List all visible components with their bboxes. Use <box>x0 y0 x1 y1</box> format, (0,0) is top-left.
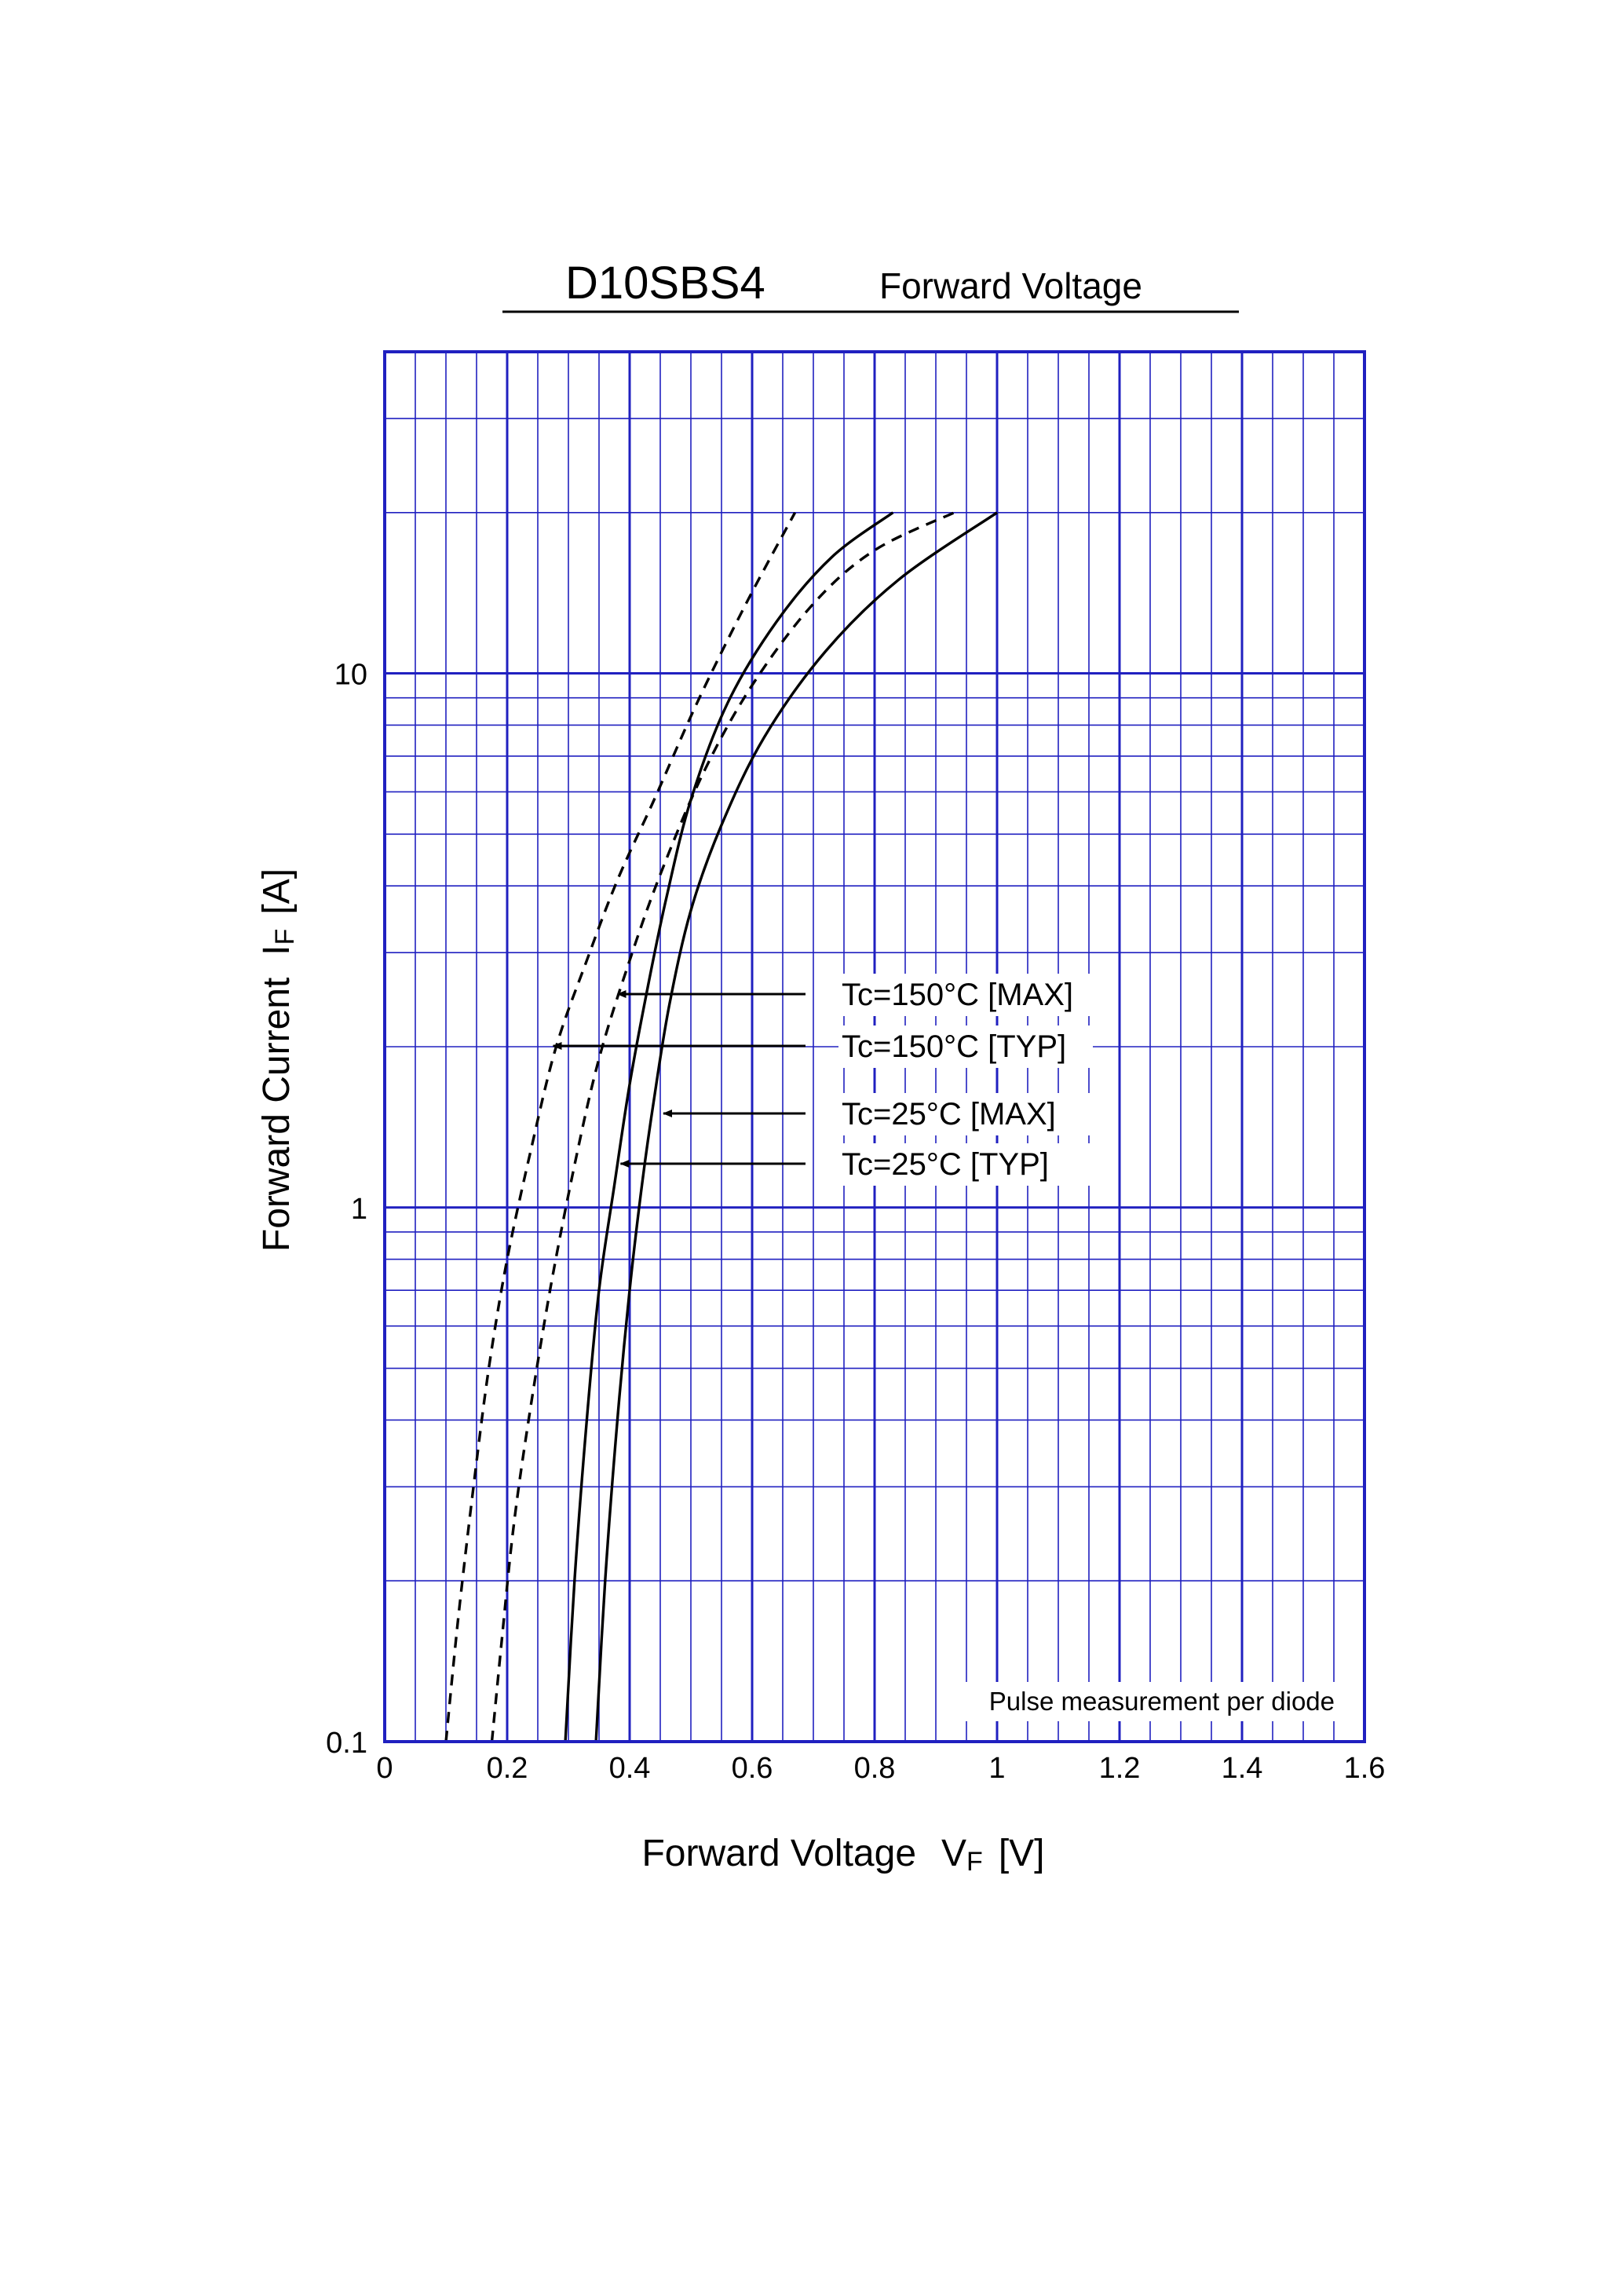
tick-labels: 0 0.2 0.4 0.6 0.8 1 1.2 1.4 1.6 0.1 1 10 <box>326 659 1385 1785</box>
x-tick-label: 0.4 <box>609 1752 651 1785</box>
pulse-measurement-note: Pulse measurement per diode <box>989 1687 1335 1716</box>
legend-label-background <box>838 974 1093 1016</box>
series-line-4 <box>564 511 894 1742</box>
legend-label: Tc=25°C [TYP] <box>842 1147 1049 1182</box>
legend-label-background <box>838 1026 1093 1068</box>
legend-label-background <box>838 1143 1093 1186</box>
series-line-1 <box>490 511 955 1742</box>
series-line-3 <box>594 511 998 1742</box>
series-line-2 <box>444 511 797 1742</box>
x-tick-label: 0.2 <box>487 1752 528 1785</box>
legend: Tc=150°C [MAX] Tc=150°C [TYP] Tc=25°C [MAX… <box>552 974 1093 1186</box>
x-tick-label: 0.6 <box>732 1752 773 1785</box>
y-axis-title: Forward CurrentIF[A] <box>256 868 300 1252</box>
y-tick-label: 0.1 <box>326 1727 367 1760</box>
x-axis-title: Forward Voltage VF [V] <box>641 1833 1044 1877</box>
y-tick-label: 10 <box>334 659 367 692</box>
legend-label-background <box>838 1093 1093 1135</box>
series-curves <box>444 511 998 1742</box>
plot-frame <box>383 350 1366 1743</box>
x-tick-label: 0.8 <box>854 1752 896 1785</box>
legend-label: Tc=150°C [TYP] <box>842 1029 1066 1064</box>
x-tick-label: 1 <box>988 1752 1005 1785</box>
x-tick-label: 1.2 <box>1099 1752 1141 1785</box>
x-tick-label: 1.4 <box>1222 1752 1263 1785</box>
legend-label: Tc=25°C [MAX] <box>842 1097 1056 1132</box>
chart-subtitle: Forward Voltage <box>879 265 1142 306</box>
x-tick-label: 1.6 <box>1344 1752 1386 1785</box>
chart-title: D10SBS4 <box>565 258 765 309</box>
legend-label: Tc=150°C [MAX] <box>842 978 1073 1012</box>
annotation-background <box>946 1682 1343 1721</box>
x-tick-label: 0 <box>376 1752 393 1785</box>
y-tick-label: 1 <box>351 1193 367 1226</box>
